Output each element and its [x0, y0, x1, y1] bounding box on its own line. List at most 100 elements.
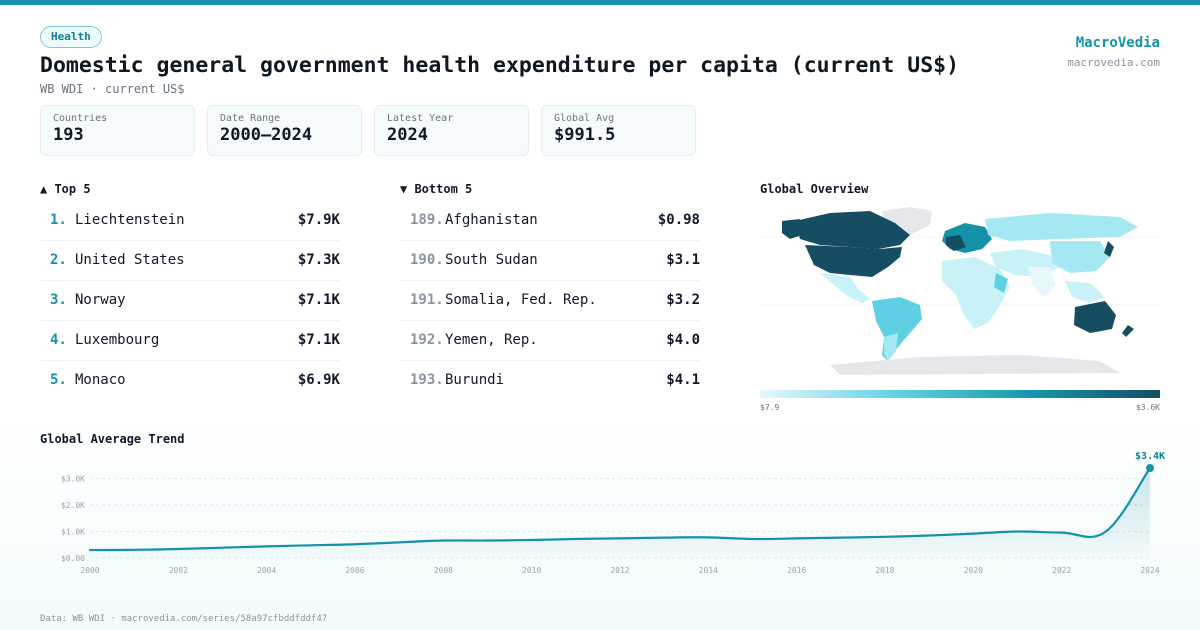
trend-end-label: $3.4K — [1135, 451, 1165, 462]
country-value: $6.9K — [297, 372, 340, 388]
x-tick-label: 2022 — [1052, 566, 1071, 575]
list-item[interactable]: 191. Somalia, Fed. Rep. $3.2 — [400, 281, 700, 321]
top5-title: ▲ Top 5 — [40, 182, 91, 196]
y-tick-label: $1.0K — [61, 528, 85, 537]
trend-title: Global Average Trend — [40, 432, 185, 446]
country-value: $7.1K — [297, 332, 340, 348]
region-southern-cone — [884, 333, 898, 361]
x-tick-label: 2024 — [1140, 566, 1159, 575]
category-tag[interactable]: Health — [40, 26, 102, 48]
country-value: $7.9K — [297, 212, 340, 228]
list-item[interactable]: 189. Afghanistan $0.98 — [400, 201, 700, 241]
rank-number: 5. — [50, 372, 67, 388]
country-value: $0.98 — [657, 212, 700, 228]
rank-number: 193. — [410, 372, 444, 388]
region-alaska — [782, 219, 802, 239]
country-value: $7.3K — [297, 252, 340, 268]
x-tick-label: 2018 — [875, 566, 894, 575]
map-legend-bar — [760, 390, 1160, 398]
stat-value: 193 — [53, 125, 84, 145]
rank-number: 192. — [410, 332, 444, 348]
list-item[interactable]: 192. Yemen, Rep. $4.0 — [400, 321, 700, 361]
brand-logo[interactable]: MacroVedia — [1075, 35, 1160, 51]
stat-card-global-avg: Global Avg $991.5 — [541, 105, 696, 156]
x-tick-label: 2004 — [257, 566, 276, 575]
map-title: Global Overview — [760, 182, 869, 196]
stat-card-date-range: Date Range 2000–2024 — [207, 105, 362, 156]
trend-chart[interactable]: $0.00$1.0K$2.0K$3.0K 2000 2002 2004 2006 200… — [0, 440, 1200, 590]
stat-label: Countries — [53, 113, 108, 124]
trend-area — [90, 468, 1150, 558]
region-south-america — [872, 297, 922, 361]
rank-number: 191. — [410, 292, 444, 308]
region-new-zealand — [1122, 325, 1134, 337]
y-tick-label: $2.0K — [61, 501, 85, 510]
region-russia — [985, 213, 1138, 241]
country-value: $7.1K — [297, 292, 340, 308]
rank-number: 190. — [410, 252, 444, 268]
stat-label: Latest Year — [387, 113, 454, 124]
bottom5-title: ▼ Bottom 5 — [400, 182, 473, 196]
stat-value: 2000–2024 — [220, 125, 313, 145]
background-fade — [0, 420, 1200, 630]
top5-list: 1. Liechtenstein $7.9K 2. United States … — [40, 201, 340, 401]
country-value: $4.1 — [666, 372, 700, 388]
page-subtitle: WB WDI · current US$ — [40, 82, 185, 96]
list-item[interactable]: 2. United States $7.3K — [40, 241, 340, 281]
country-value: $3.2 — [666, 292, 700, 308]
trend-line — [88, 466, 1152, 552]
y-tick-label: $0.00 — [61, 554, 85, 563]
region-south-asia — [1028, 267, 1056, 297]
x-tick-label: 2020 — [964, 566, 983, 575]
x-tick-label: 2016 — [787, 566, 806, 575]
x-tick-label: 2012 — [610, 566, 629, 575]
list-item[interactable]: 190. South Sudan $3.1 — [400, 241, 700, 281]
list-item[interactable]: 1. Liechtenstein $7.9K — [40, 201, 340, 241]
region-canada — [795, 211, 910, 249]
rank-number: 189. — [410, 212, 444, 228]
country-name: Norway — [75, 292, 126, 308]
rank-number: 1. — [50, 212, 67, 228]
footer-source: Data: WB WDI · macrovedia.com/series/58a… — [40, 614, 328, 624]
x-tick-label: 2008 — [434, 566, 453, 575]
country-value: $3.1 — [666, 252, 700, 268]
country-value: $4.0 — [666, 332, 700, 348]
stat-label: Global Avg — [554, 113, 615, 124]
bottom5-list: 189. Afghanistan $0.98 190. South Sudan … — [400, 201, 700, 401]
x-tick-labels: 2000 2002 2004 2006 2008 2010 2012 2014 2016 2018… — [80, 566, 1159, 575]
list-item[interactable]: 4. Luxembourg $7.1K — [40, 321, 340, 361]
page-title: Domestic general government health expen… — [40, 53, 960, 78]
region-usa — [805, 245, 902, 277]
region-australia — [1074, 301, 1116, 333]
region-mexico — [820, 273, 870, 303]
stat-label: Date Range — [220, 113, 281, 124]
region-east-africa — [994, 273, 1008, 293]
stat-value: 2024 — [387, 125, 428, 145]
country-name: Somalia, Fed. Rep. — [445, 292, 597, 308]
rank-number: 3. — [50, 292, 67, 308]
legend-max-label: $3.6K — [1135, 403, 1160, 412]
x-tick-label: 2014 — [699, 566, 718, 575]
region-antarctica — [830, 355, 1120, 375]
region-southeast-asia — [1065, 281, 1105, 303]
legend-min-label: $7.9 — [760, 403, 780, 412]
country-name: Monaco — [75, 372, 126, 388]
world-map[interactable] — [760, 205, 1160, 380]
y-tick-labels: $0.00 $1.0K $2.0K $3.0K — [61, 475, 85, 563]
country-name: Yemen, Rep. — [445, 332, 538, 348]
list-item[interactable]: 5. Monaco $6.9K — [40, 361, 340, 401]
region-east-asia — [1050, 241, 1110, 273]
list-item[interactable]: 3. Norway $7.1K — [40, 281, 340, 321]
x-tick-label: 2000 — [80, 566, 99, 575]
region-africa — [942, 257, 1010, 329]
brand-url[interactable]: macrovedia.com — [1067, 56, 1160, 69]
country-name: South Sudan — [445, 252, 538, 268]
country-name: Liechtenstein — [75, 212, 185, 228]
x-tick-label: 2002 — [169, 566, 188, 575]
list-item[interactable]: 193. Burundi $4.1 — [400, 361, 700, 401]
rank-number: 4. — [50, 332, 67, 348]
x-tick-label: 2010 — [522, 566, 541, 575]
stat-card-latest-year: Latest Year 2024 — [374, 105, 529, 156]
country-name: Luxembourg — [75, 332, 160, 348]
region-japan — [1104, 241, 1114, 257]
